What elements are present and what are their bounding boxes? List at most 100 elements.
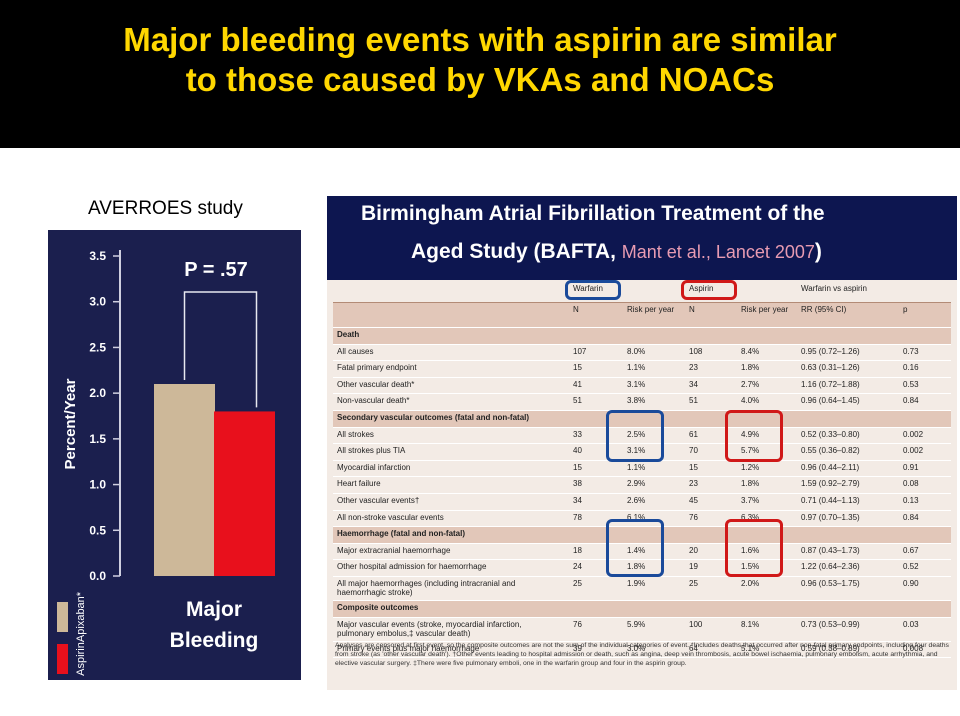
y-tick-label: 3.5: [89, 249, 106, 263]
section-title: Haemorrhage (fatal and non-fatal): [337, 529, 466, 539]
table-row: Major extracranial haemorrhage 18 1.4% 20 1.…: [333, 544, 951, 561]
table-cell: 0.59 (0.38–0.89): [801, 643, 860, 653]
table-cell: 41: [573, 379, 582, 389]
table-cell: 0.95 (0.72–1.26): [801, 346, 860, 356]
x-category-label: Major: [186, 598, 242, 621]
table-cell: 0.96 (0.53–1.75): [801, 578, 860, 588]
table-cell: 0.67: [903, 545, 919, 555]
section-header: Haemorrhage (fatal and non-fatal): [333, 527, 951, 544]
table-cell: 51: [573, 396, 582, 406]
table-cell: 45: [689, 495, 698, 505]
row-label: All strokes plus TIA: [337, 446, 406, 456]
table-cell: 15: [573, 363, 582, 373]
y-tick-label: 0.5: [89, 523, 106, 537]
legend-label: Apixaban*: [75, 591, 87, 642]
bar-apixaban: [154, 384, 215, 576]
y-tick-label: 2.0: [89, 386, 106, 400]
table-row: Other vascular events† 34 2.6% 45 3.7% 0.71 (…: [333, 494, 951, 511]
table-cell: 19: [689, 562, 698, 572]
table-cell: 0.008: [903, 643, 924, 653]
x-category-label: Bleeding: [170, 629, 259, 652]
table-cell: 3.8%: [627, 396, 646, 406]
table-cell: 4.9%: [741, 429, 760, 439]
legend-label: Aspirin: [75, 642, 87, 676]
table-cell: 0.03: [903, 619, 919, 629]
table-cell: 1.1%: [627, 462, 646, 472]
table-cell: 0.71 (0.44–1.13): [801, 495, 860, 505]
table-cell: 5.9%: [627, 619, 646, 629]
bafta-title-paren: ): [814, 240, 822, 263]
table-cell: 0.91: [903, 462, 919, 472]
table-cell: 33: [573, 429, 582, 439]
table-cell: 107: [573, 346, 587, 356]
highlight-warfarin-haemorrhage: [606, 519, 664, 577]
table-cell: 24: [573, 562, 582, 572]
table-cell: 0.13: [903, 495, 919, 505]
row-label: Fatal primary endpoint: [337, 363, 417, 373]
slide-title-line1: Major bleeding events with aspirin are s…: [123, 21, 837, 58]
table-cell: 15: [573, 462, 582, 472]
row-label: All strokes: [337, 429, 374, 439]
bafta-footnote: Analyses are censored at first event, so…: [335, 642, 949, 667]
table-cell: 1.1%: [627, 363, 646, 373]
table-row: Primary events plus major haemorrhage 39 3…: [333, 642, 951, 659]
table-cell: 1.8%: [627, 562, 646, 572]
table-cell: 2.9%: [627, 479, 646, 489]
table-cell: 0.08: [903, 479, 919, 489]
table-cell: 8.4%: [741, 346, 760, 356]
row-label: Major extracranial haemorrhage: [337, 545, 451, 555]
table-cell: 38: [573, 479, 582, 489]
table-cell: 3.0%: [627, 643, 646, 653]
table-row: All major haemorrhages (including intrac…: [333, 577, 951, 601]
row-label: Other vascular events†: [337, 495, 420, 505]
table-row: Other vascular death* 41 3.1% 34 2.7% 1.16 (0…: [333, 378, 951, 395]
row-label: Primary events plus major haemorrhage: [337, 643, 480, 653]
legend-swatch-apixaban: [57, 602, 68, 632]
table-cell: 1.4%: [627, 545, 646, 555]
table-row: Heart failure 38 2.9% 23 1.8% 1.59 (0.92–2.79…: [333, 477, 951, 494]
bafta-title-line1: Birmingham Atrial Fibrillation Treatment…: [361, 202, 825, 225]
table-cell: 0.73: [903, 346, 919, 356]
table-cell: 34: [689, 379, 698, 389]
table-cell: 2.7%: [741, 379, 760, 389]
table-cell: 0.87 (0.43–1.73): [801, 545, 860, 555]
table-row: Major vascular events (stroke, myocardia…: [333, 618, 951, 642]
table-cell: 0.52 (0.33–0.80): [801, 429, 860, 439]
bafta-title-line2: Aged Study (BAFTA, Mant et al., Lancet 2…: [411, 240, 822, 264]
table-cell: 1.8%: [741, 479, 760, 489]
table-cell: 23: [689, 363, 698, 373]
table-cell: 1.22 (0.64–2.36): [801, 562, 860, 572]
table-cell: 0.002: [903, 429, 924, 439]
table-cell: 2.0%: [741, 578, 760, 588]
table-cell: 0.90: [903, 578, 919, 588]
section-header: Composite outcomes: [333, 600, 951, 618]
averroes-chart-panel: 0.0 0.5 1.0 1.5 2.0 2.5 3.0 3.5 Percent/Year P = …: [48, 230, 301, 680]
p-value-annotation: P = .57: [184, 259, 248, 281]
table-cell: 8.1%: [741, 619, 760, 629]
group-header: Warfarin Aspirin Warfarin vs aspirin: [333, 282, 951, 303]
column-header-cell: N: [689, 305, 695, 314]
table-cell: 25: [573, 578, 582, 588]
table-cell: 0.96 (0.44–2.11): [801, 462, 860, 472]
table-cell: 78: [573, 512, 582, 522]
y-tick-label: 2.5: [89, 340, 106, 354]
bafta-table: Warfarin Aspirin Warfarin vs aspirin N Risk …: [333, 282, 951, 659]
column-header-cell: Risk per year: [741, 305, 789, 314]
table-cell: 1.9%: [627, 578, 646, 588]
table-cell: 0.63 (0.31–1.26): [801, 363, 860, 373]
section-header: Death: [333, 328, 951, 345]
table-cell: 76: [689, 512, 698, 522]
p-value-bracket: [183, 291, 258, 408]
table-cell: 18: [573, 545, 582, 555]
highlight-aspirin-strokes: [725, 410, 783, 462]
row-label: Heart failure: [337, 479, 381, 489]
table-cell: 4.0%: [741, 396, 760, 406]
bafta-panel: Birmingham Atrial Fibrillation Treatment…: [327, 196, 957, 690]
section-title: Death: [337, 330, 360, 339]
table-cell: 70: [689, 446, 698, 456]
table-cell: 6.3%: [741, 512, 760, 522]
table-cell: 61: [689, 429, 698, 439]
section-title: Secondary vascular outcomes (fatal and n…: [337, 412, 530, 422]
y-tick-label: 1.5: [89, 432, 106, 446]
row-label: Non-vascular death*: [337, 396, 410, 406]
